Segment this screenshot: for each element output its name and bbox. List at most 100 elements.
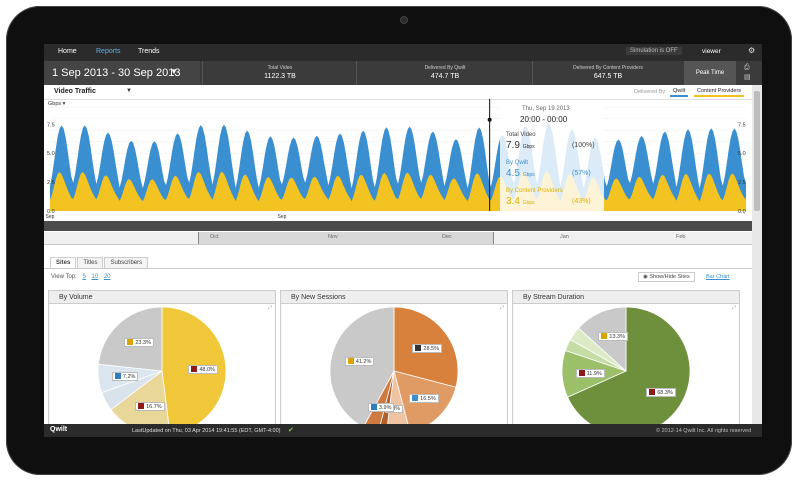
date-range-text: 1 Sep 2013 - 30 Sep 2013 (52, 67, 181, 79)
youtube-logo (578, 369, 585, 376)
y-tick-label-right: 2.5 (738, 180, 746, 186)
tooltip-range: 20:00 - 00:00 (520, 115, 568, 124)
stat-label: Total Video (267, 65, 293, 71)
y-tick-label: 5.0 (47, 151, 55, 157)
video-icon (114, 372, 121, 379)
view-top-10[interactable]: 10 (91, 274, 99, 280)
unit: Gbps (522, 144, 535, 150)
screen: Home Reports Trends Simulation is OFF vi… (44, 44, 762, 437)
y-tick-label: 7.5 (47, 122, 55, 128)
qwilt-logo: Qwilt (50, 426, 68, 433)
video-icon (370, 403, 377, 410)
tab-divider (44, 268, 752, 269)
view-top: View Top: 5 10 20 (51, 274, 111, 280)
show-hide-sites-button[interactable]: ◉ Show/Hide Sites (638, 272, 695, 282)
nav-label-dec: Dec (442, 234, 452, 240)
pie-slice-value: 28.5% (423, 345, 439, 352)
pie-slice-label: 68.3% (646, 387, 676, 397)
bar-chart-link[interactable]: Bar Chart (706, 274, 730, 280)
y-tick-label: 2.5 (47, 180, 55, 186)
pie-slice-label: 41.2% (344, 357, 375, 367)
scroll-thumb[interactable] (754, 91, 760, 211)
pie-slice[interactable] (329, 306, 395, 428)
pie-by-new-sessions[interactable] (281, 305, 507, 431)
pie-slice-label: 7.2% (111, 371, 139, 381)
navigator-window[interactable] (198, 232, 494, 244)
expand-icon[interactable]: ⤢ (731, 305, 736, 311)
stat-delivered-cp: Delivered By Content Providers 647.5 TB (532, 61, 683, 85)
pie-slice-label: 16.5% (409, 394, 439, 404)
stat-value: 1122.3 TB (264, 73, 296, 80)
gear-icon[interactable]: ⚙ (748, 46, 756, 55)
tooltip-total-value: 7.9 Gbps (506, 140, 535, 151)
chevron-down-icon[interactable]: ▼ (126, 88, 132, 94)
tooltip-cp-pct: (43%) (572, 198, 591, 205)
pie-slice-label: 23.3% (124, 338, 154, 348)
pie-slice-value: 13.3% (609, 333, 626, 340)
pie-slice-value: 68.3% (657, 389, 673, 396)
copyright: © 2012-14 Qwilt Inc. All rights reserved (656, 428, 752, 434)
total-value: 7.9 (506, 140, 520, 151)
nav-label-oct: Oct (210, 234, 219, 240)
nav-label-nov: Nov (328, 234, 338, 240)
show-hide-label: Show/Hide Sites (649, 274, 690, 280)
bar-chart-label: Bar Chart (706, 274, 730, 280)
nav-label-jan: Jan (560, 234, 569, 240)
peak-time-button[interactable]: Peak Time (684, 61, 736, 85)
pie-by-stream-duration[interactable] (513, 305, 739, 431)
tab-subscribers[interactable]: Subscribers (104, 257, 149, 268)
simulation-status[interactable]: Simulation is OFF (626, 47, 682, 55)
check-icon: ✔ (288, 427, 294, 434)
y-tick-label-right: 5.0 (738, 151, 746, 157)
breakdown-tabs: Sites Titles Subscribers (50, 257, 149, 268)
toggle-content-providers[interactable]: Content Providers (694, 87, 745, 97)
nav-reports[interactable]: Reports (96, 48, 121, 55)
toggle-qwilt[interactable]: Qwilt (670, 87, 689, 97)
pie-slice-value: 16.5% (420, 396, 436, 403)
view-top-label: View Top: (51, 274, 77, 280)
pie-by-volume[interactable] (49, 305, 275, 431)
chart-tooltip: Thu, Sep 19 2013 20:00 - 00:00 Total Vid… (500, 102, 604, 220)
eye-icon: ◉ (643, 274, 648, 280)
last-updated: LastUpdated on Thu, 03 Apr 2014 19:41:55… (132, 428, 281, 434)
pie-slice-label: 3.9% (367, 402, 395, 412)
scrollbar[interactable] (752, 85, 762, 430)
top-nav: Home Reports Trends Simulation is OFF vi… (44, 44, 762, 61)
amazon-logo (415, 344, 422, 351)
chevron-down-icon: ▼ (170, 67, 178, 76)
pie-slice-label: 16.7% (135, 402, 165, 412)
print-icon[interactable]: ▤ (744, 74, 751, 81)
export-icon[interactable]: ⎙ (744, 64, 750, 71)
nav-label-feb: Feb (676, 234, 686, 240)
tooltip-total-label: Total Video (506, 132, 536, 138)
range-navigator[interactable]: Oct Nov Dec Jan Feb (44, 232, 752, 245)
tablet-frame: Home Reports Trends Simulation is OFF vi… (6, 6, 792, 475)
footer: Qwilt LastUpdated on Thu, 03 Apr 2014 19… (44, 424, 762, 437)
tooltip-total-pct: (100%) (572, 142, 595, 149)
chart-title: Video Traffic (54, 88, 96, 95)
report-header: 1 Sep 2013 - 30 Sep 2013 ▼ Total Video 1… (44, 61, 762, 85)
tab-titles[interactable]: Titles (77, 257, 104, 268)
pie-slice-value: 23.3% (135, 340, 151, 347)
expand-icon[interactable]: ⤢ (267, 305, 272, 311)
expand-icon[interactable]: ⤢ (499, 305, 504, 311)
date-range-picker[interactable]: 1 Sep 2013 - 30 Sep 2013 ▼ (44, 61, 200, 85)
nav-home[interactable]: Home (58, 48, 77, 55)
panel-title: By Stream Duration (513, 291, 739, 304)
x-tick-label: Sep (278, 214, 287, 220)
header-icons: ⎙ ▤ (744, 63, 751, 83)
units-text: Gbps (48, 101, 62, 107)
units-label[interactable]: Gbps ▾ (48, 101, 66, 107)
spinner-icon (412, 395, 419, 402)
pie-slice-value: 16.7% (146, 404, 162, 411)
youtube-logo (649, 388, 656, 395)
delivered-by-label: Delivered By: (634, 89, 667, 95)
video-traffic-chart[interactable]: 0.0 0.0 2.5 2.5 5.0 5.0 7.5 7.5 Sep Sep (44, 99, 752, 221)
stat-total-video: Total Video 1122.3 TB (202, 61, 357, 85)
user-menu[interactable]: viewer (702, 48, 721, 55)
tab-sites[interactable]: Sites (50, 257, 77, 268)
view-top-5[interactable]: 5 (82, 274, 86, 280)
view-top-20[interactable]: 20 (103, 274, 111, 280)
stat-label: Delivered By Qwilt (424, 65, 466, 71)
nav-trends[interactable]: Trends (138, 48, 160, 55)
